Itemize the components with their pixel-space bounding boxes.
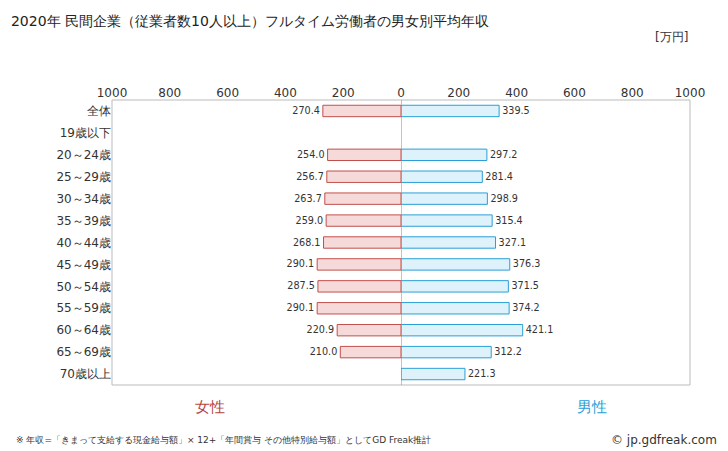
svg-text:35～39歳: 35～39歳	[56, 214, 111, 228]
svg-text:0: 0	[397, 86, 405, 100]
svg-text:270.4: 270.4	[292, 105, 320, 116]
svg-text:315.4: 315.4	[495, 215, 523, 226]
svg-text:※ 年収=「きまって支給する現金給与額」× 12+「年間賞与: ※ 年収=「きまって支給する現金給与額」× 12+「年間賞与 その他特別給与額」…	[16, 435, 431, 445]
svg-text:259.0: 259.0	[296, 215, 324, 226]
svg-text:全体: 全体	[87, 104, 111, 118]
svg-text:376.3: 376.3	[513, 258, 541, 269]
svg-text:200: 200	[332, 86, 355, 100]
svg-text:60～64歳: 60～64歳	[56, 323, 111, 337]
svg-text:327.1: 327.1	[499, 237, 527, 248]
svg-text:70歳以上: 70歳以上	[60, 367, 111, 381]
svg-text:210.0: 210.0	[310, 346, 338, 357]
svg-text:374.2: 374.2	[512, 302, 540, 313]
svg-text:45～49歳: 45～49歳	[56, 258, 111, 272]
svg-text:290.1: 290.1	[287, 302, 315, 313]
svg-text:19歳以下: 19歳以下	[60, 126, 111, 140]
svg-text:221.3: 221.3	[468, 368, 496, 379]
svg-text:30～34歳: 30～34歳	[56, 192, 111, 206]
svg-text:371.5: 371.5	[511, 280, 539, 291]
svg-text:256.7: 256.7	[296, 171, 324, 182]
svg-text:40～44歳: 40～44歳	[56, 236, 111, 250]
svg-text:339.5: 339.5	[502, 105, 530, 116]
svg-text:1000: 1000	[675, 86, 706, 100]
svg-text:男性: 男性	[577, 398, 607, 416]
svg-text:290.1: 290.1	[287, 258, 315, 269]
svg-text:800: 800	[158, 86, 181, 100]
svg-text:65～69歳: 65～69歳	[56, 345, 111, 359]
svg-text:200: 200	[447, 86, 470, 100]
svg-text:220.9: 220.9	[307, 324, 335, 335]
svg-text:50～54歳: 50～54歳	[56, 280, 111, 294]
svg-text:女性: 女性	[195, 398, 225, 416]
svg-text:600: 600	[563, 86, 586, 100]
svg-text:20～24歳: 20～24歳	[56, 148, 111, 162]
svg-text:298.9: 298.9	[490, 193, 518, 204]
svg-text:254.0: 254.0	[297, 149, 325, 160]
svg-text:55～59歳: 55～59歳	[56, 301, 111, 315]
svg-text:312.2: 312.2	[494, 346, 522, 357]
svg-text:268.1: 268.1	[293, 237, 321, 248]
svg-text:421.1: 421.1	[526, 324, 554, 335]
svg-text:1000: 1000	[97, 86, 128, 100]
svg-text:© jp.gdfreak.com: © jp.gdfreak.com	[611, 433, 717, 447]
svg-text:600: 600	[216, 86, 239, 100]
svg-text:2020年 民間企業（従業者数10人以上）フルタイム労働者の: 2020年 民間企業（従業者数10人以上）フルタイム労働者の男女別平均年収	[11, 13, 489, 29]
svg-text:400: 400	[274, 86, 297, 100]
svg-text:263.7: 263.7	[294, 193, 322, 204]
svg-text:800: 800	[621, 86, 644, 100]
svg-text:287.5: 287.5	[287, 280, 315, 291]
svg-text:[万円]: [万円]	[655, 30, 688, 44]
svg-text:297.2: 297.2	[490, 149, 518, 160]
svg-text:25～29歳: 25～29歳	[56, 170, 111, 184]
svg-text:400: 400	[505, 86, 528, 100]
svg-text:281.4: 281.4	[485, 171, 513, 182]
